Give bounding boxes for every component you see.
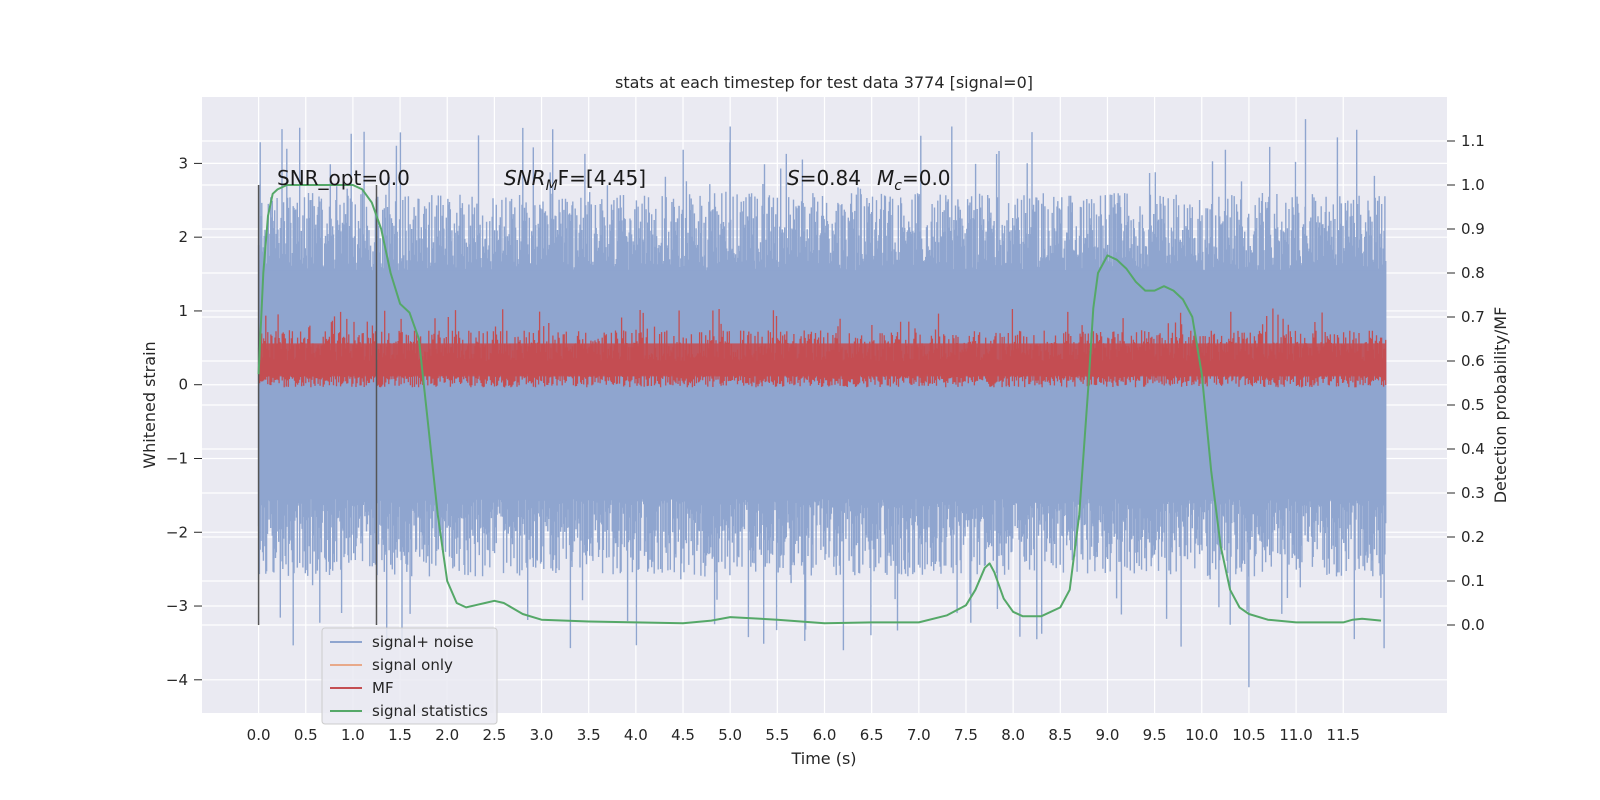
x-tick-label: 2.0 — [435, 726, 459, 744]
y2-tick-label: 0.6 — [1461, 352, 1485, 370]
y-tick-label: 0 — [178, 376, 188, 394]
x-tick-label: 10.5 — [1232, 726, 1265, 744]
y2-tick-label: 0.9 — [1461, 220, 1485, 238]
y-tick-label: −3 — [166, 597, 188, 615]
y2-tick-label: 0.2 — [1461, 528, 1485, 546]
annotation-snr-mf: SNRMF=[4.45] — [504, 166, 646, 194]
x-tick-label: 11.0 — [1279, 726, 1312, 744]
y2-tick-label: 0.0 — [1461, 616, 1485, 634]
x-tick-label: 3.5 — [577, 726, 601, 744]
y-tick-label: 1 — [178, 302, 188, 320]
x-tick-label: 7.5 — [954, 726, 978, 744]
y2-tick-label: 0.4 — [1461, 440, 1485, 458]
annotation-snr-mf-rest: F=[4.45] — [558, 166, 646, 190]
y2-tick-label: 0.5 — [1461, 396, 1485, 414]
signal-statistics-line — [257, 184, 1382, 625]
annotation-snr-mf-sub: M — [546, 178, 558, 194]
y-axis-ticks: 3 2 1 0 −1 −2 −3 −4 — [166, 154, 202, 689]
annotation-mc-value: =0.0 — [902, 166, 951, 190]
y2-tick-label: 0.3 — [1461, 484, 1485, 502]
y-axis-label: Whitened strain — [140, 341, 159, 468]
x-tick-label: 11.5 — [1327, 726, 1360, 744]
y2-tick-label: 0.8 — [1461, 264, 1485, 282]
annotation-snr-opt: SNR_opt=0.0 — [277, 166, 410, 190]
annotation-snr-mf-base: SNR — [504, 166, 546, 190]
series-signal-statistics — [257, 184, 1382, 625]
x-tick-label: 4.5 — [671, 726, 695, 744]
x-tick-label: 6.5 — [860, 726, 884, 744]
y2-tick-label: 1.1 — [1461, 132, 1485, 150]
x-tick-label: 1.5 — [388, 726, 412, 744]
x-axis-ticks: 0.0 0.5 1.0 1.5 2.0 2.5 3.0 3.5 4.0 4.5 5.0 5.5 6.0 6… — [247, 726, 1360, 744]
y2-axis-label: Detection probability/MF — [1491, 307, 1510, 504]
legend-label: MF — [372, 679, 394, 697]
y2-tick-label: 0.1 — [1461, 572, 1485, 590]
annotation-mc-sub: c — [894, 178, 902, 194]
x-tick-label: 10.0 — [1185, 726, 1218, 744]
legend-label: signal only — [372, 656, 453, 674]
legend-box — [321, 627, 498, 725]
chart-title: stats at each timestep for test data 377… — [615, 73, 1033, 92]
x-tick-label: 5.5 — [765, 726, 789, 744]
y-tick-label: −2 — [166, 523, 188, 541]
x-tick-label: 9.0 — [1096, 726, 1120, 744]
y2-tick-label: 1.0 — [1461, 176, 1485, 194]
y2-tick-label: 0.7 — [1461, 308, 1485, 326]
mf-core — [258, 343, 1386, 377]
x-axis-label: Time (s) — [790, 749, 856, 768]
x-tick-label: 5.0 — [718, 726, 742, 744]
y2-axis-ticks: 1.1 1.0 0.9 0.8 0.7 0.6 0.5 0.4 0.3 0.2 0.1 0.0 — [1447, 132, 1485, 634]
x-tick-label: 9.5 — [1143, 726, 1167, 744]
x-tick-label: 3.0 — [530, 726, 554, 744]
x-tick-label: 6.0 — [813, 726, 837, 744]
annotation-s-mc: S=0.84 Mc=0.0 — [787, 166, 951, 194]
x-tick-label: 2.5 — [482, 726, 506, 744]
annotation-s-value: =0.84 — [800, 166, 861, 190]
x-tick-label: 8.0 — [1001, 726, 1025, 744]
x-tick-label: 4.0 — [624, 726, 648, 744]
legend: signal+ noise signal only MF signal statist… — [321, 627, 498, 725]
annotation-s-label: S — [787, 166, 800, 190]
y-tick-label: 3 — [178, 154, 188, 172]
x-tick-label: 1.0 — [341, 726, 365, 744]
legend-label: signal+ noise — [372, 633, 474, 651]
annotation-mc-label: M — [877, 166, 894, 190]
vertical-markers — [257, 185, 378, 625]
legend-label: signal statistics — [372, 702, 488, 720]
x-tick-label: 8.5 — [1048, 726, 1072, 744]
x-tick-label: 7.0 — [907, 726, 931, 744]
x-tick-label: 0.5 — [294, 726, 318, 744]
y-tick-label: 2 — [178, 228, 188, 246]
y-tick-label: −4 — [166, 671, 188, 689]
x-tick-label: 0.0 — [247, 726, 271, 744]
y-tick-label: −1 — [166, 449, 188, 467]
